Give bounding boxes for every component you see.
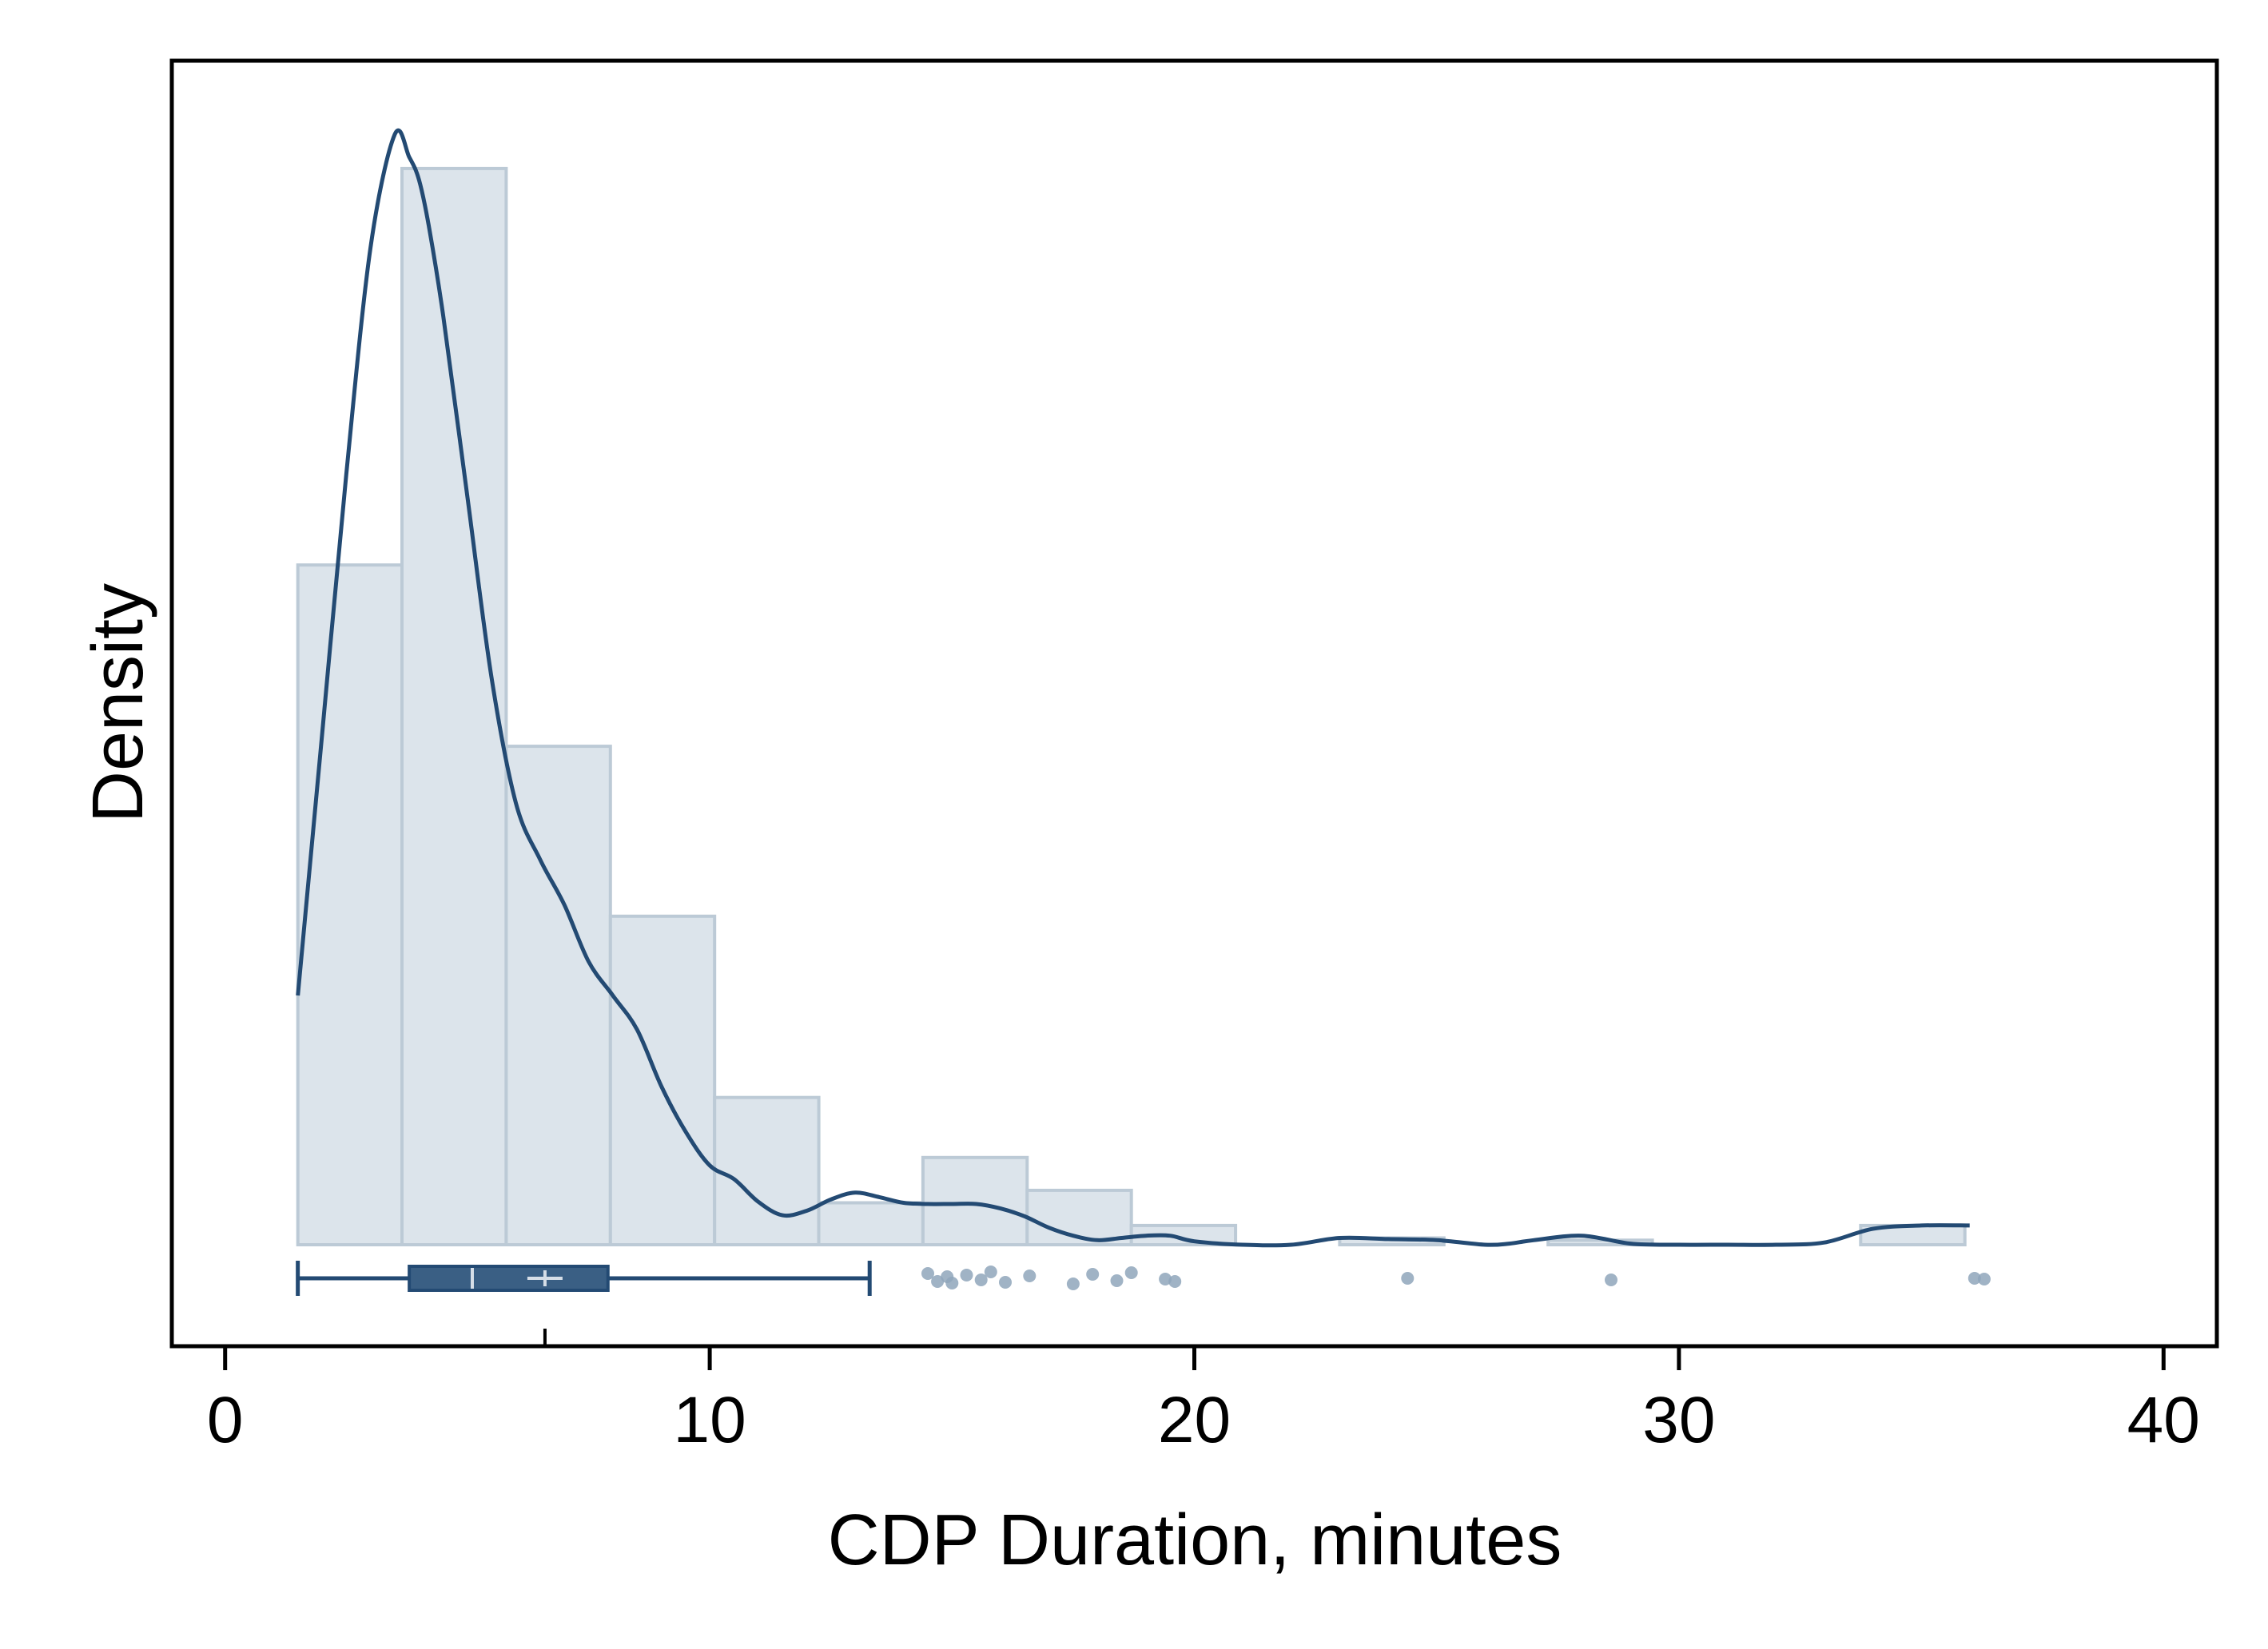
outlier-point-4 bbox=[945, 1277, 959, 1289]
x-tick-label-0: 0 bbox=[207, 1384, 244, 1456]
outlier-point-18 bbox=[1968, 1272, 1981, 1285]
outlier-point-17 bbox=[1605, 1274, 1617, 1286]
histogram-bar-7 bbox=[921, 1155, 1029, 1247]
x-tick-label-40: 40 bbox=[2127, 1384, 2200, 1456]
y-axis-title: Density bbox=[78, 583, 158, 823]
boxplot-iqr-box bbox=[408, 1265, 610, 1292]
x-axis: 0 10 20 30 40 bbox=[207, 1346, 2200, 1456]
outlier-point-2 bbox=[931, 1275, 945, 1288]
x-tick-label-30: 30 bbox=[1642, 1384, 1715, 1456]
outlier-point-6 bbox=[974, 1274, 988, 1286]
outlier-points bbox=[921, 1266, 1991, 1290]
x-tick-label-20: 20 bbox=[1158, 1384, 1231, 1456]
outlier-point-13 bbox=[1124, 1266, 1138, 1279]
outlier-point-14 bbox=[1159, 1273, 1172, 1285]
outlier-point-1 bbox=[921, 1267, 934, 1280]
kde-density-line bbox=[296, 128, 1970, 1248]
histogram-bar-1 bbox=[296, 563, 404, 1246]
boxplot-layer bbox=[296, 1261, 872, 1346]
histogram-bar-13 bbox=[1546, 1238, 1654, 1247]
histogram-bar-2 bbox=[400, 166, 508, 1246]
outlier-point-16 bbox=[1401, 1272, 1415, 1285]
histogram-bar-6 bbox=[817, 1201, 925, 1246]
histogram-bars bbox=[296, 166, 1967, 1247]
x-axis-title: CDP Duration, minutes bbox=[828, 1500, 1562, 1580]
outlier-point-9 bbox=[1023, 1270, 1037, 1282]
outlier-point-12 bbox=[1110, 1274, 1124, 1287]
outlier-point-8 bbox=[999, 1276, 1012, 1289]
outlier-point-7 bbox=[984, 1266, 997, 1278]
outlier-point-15 bbox=[1168, 1275, 1182, 1288]
outlier-point-10 bbox=[1066, 1277, 1080, 1290]
kde-curve-layer bbox=[296, 128, 1970, 1248]
histogram-bar-4 bbox=[608, 914, 717, 1247]
histogram-bar-5 bbox=[713, 1095, 821, 1246]
outlier-point-11 bbox=[1086, 1268, 1100, 1281]
outlier-point-19 bbox=[1977, 1273, 1991, 1285]
x-tick-label-10: 10 bbox=[673, 1384, 746, 1456]
outlier-point-5 bbox=[960, 1269, 973, 1281]
